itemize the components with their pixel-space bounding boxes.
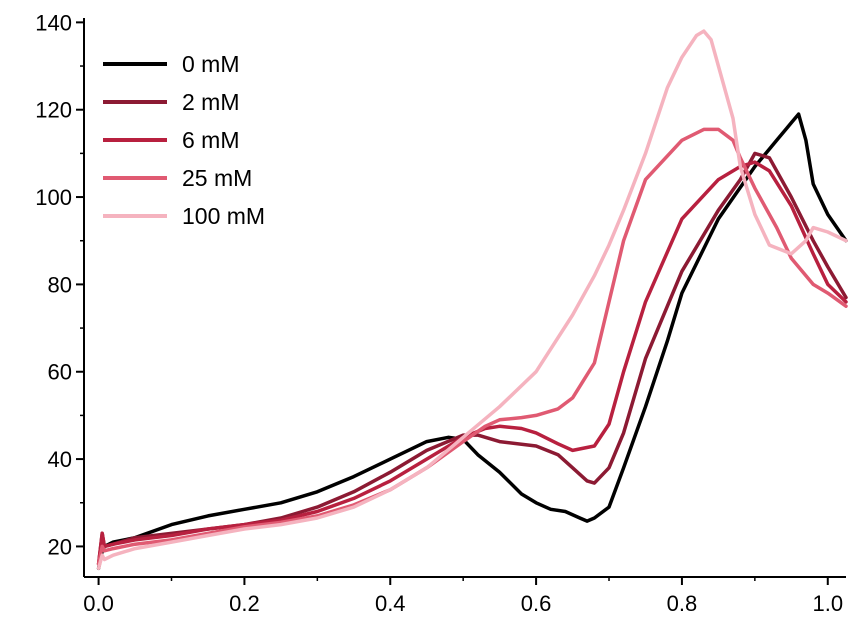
- series-layer: [96, 29, 848, 571]
- y-tick-label: 40: [48, 447, 72, 472]
- x-tick-label: 0.4: [375, 591, 406, 616]
- y-tick-label: 80: [48, 272, 72, 297]
- x-tick-label: 0.8: [667, 591, 698, 616]
- legend-label: 25 mM: [182, 165, 252, 191]
- legend-label: 6 mM: [182, 127, 240, 153]
- y-tick-label: 20: [48, 534, 72, 559]
- y-tick-label: 120: [35, 98, 72, 123]
- series-line-2: [96, 160, 848, 566]
- x-tick-label: 0.0: [83, 591, 114, 616]
- legend-label: 0 mM: [182, 51, 240, 77]
- series-line-0: [96, 112, 848, 571]
- axes-layer: 20 40 60 80 100 120 140 0.0 0.2 0.4 0.6 0.8 1.0: [35, 10, 846, 616]
- series-line-3: [96, 127, 848, 566]
- y-tick-label: 100: [35, 185, 72, 210]
- y-tick-label: 140: [35, 10, 72, 35]
- x-tick-label: 1.0: [812, 591, 843, 616]
- y-tick-label: 60: [48, 360, 72, 385]
- legend-label: 2 mM: [182, 89, 240, 115]
- legend: 0 mM 2 mM 6 mM 25 mM 100 mM: [103, 51, 265, 229]
- x-tick-label: 0.2: [229, 591, 260, 616]
- x-tick-label: 0.6: [521, 591, 552, 616]
- legend-label: 100 mM: [182, 203, 265, 229]
- series-line-4: [96, 29, 848, 571]
